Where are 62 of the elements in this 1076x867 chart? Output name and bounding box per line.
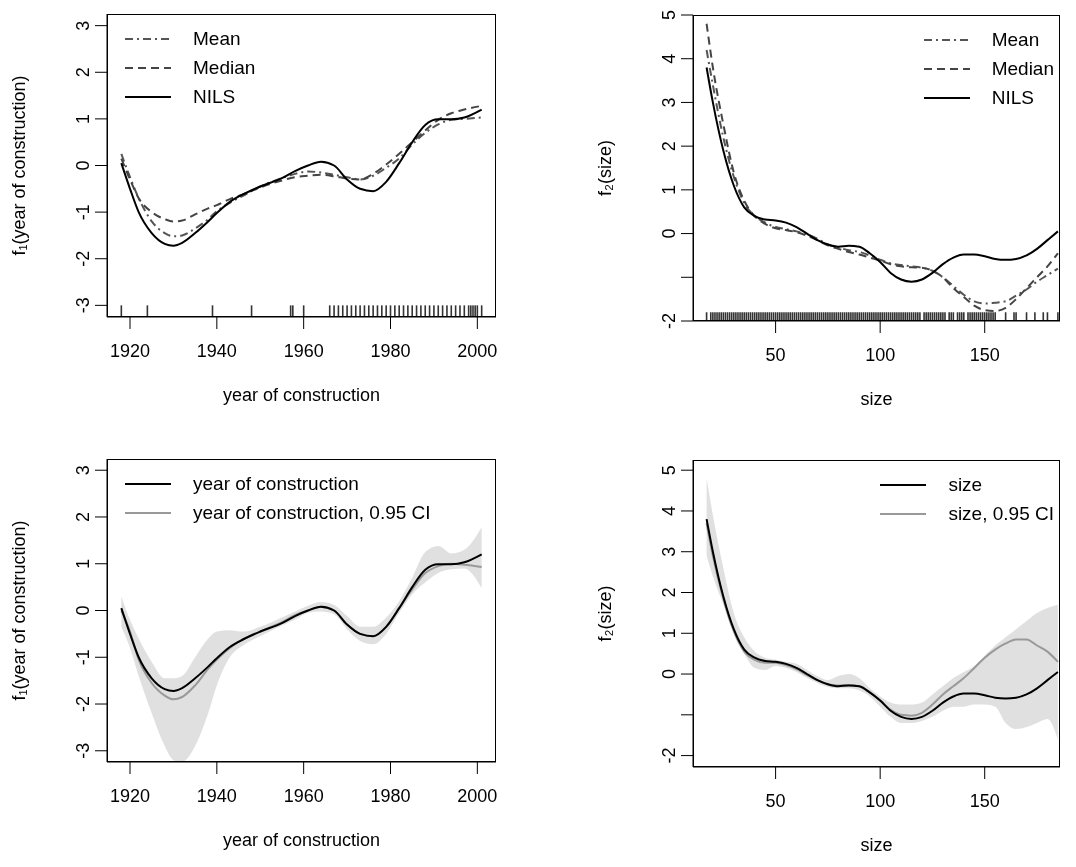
x-tick-label: 1980 <box>370 341 411 361</box>
x-tick-label: 1960 <box>283 786 324 806</box>
y-tick-label: 2 <box>659 141 679 152</box>
y-tick-label: -2 <box>73 696 93 713</box>
x-tick-label: 1920 <box>109 786 151 806</box>
x-axis-title: size <box>860 389 893 409</box>
y-axis-title: f₁(year of construction) <box>9 520 29 701</box>
x-tick-label: 1940 <box>196 341 237 361</box>
y-tick-label: -3 <box>73 297 93 314</box>
y-tick-label: 4 <box>659 53 679 64</box>
y-tick-label: 0 <box>659 669 679 680</box>
y-tick-label: 3 <box>659 546 679 557</box>
legend-label: Median <box>193 56 256 80</box>
y-tick-label: 0 <box>73 160 93 171</box>
y-tick-label: 3 <box>73 20 93 31</box>
y-tick-label: 2 <box>659 587 679 598</box>
x-tick-label: 2000 <box>457 341 498 361</box>
y-tick-label: -2 <box>73 250 93 267</box>
y-tick-label: 4 <box>659 505 679 516</box>
x-axis-title: year of construction <box>222 385 381 405</box>
x-tick-label: 2000 <box>457 786 498 806</box>
x-axis-title: size <box>860 835 893 855</box>
x-axis-title: year of construction <box>222 830 381 850</box>
x-tick-label: 1980 <box>370 786 411 806</box>
legend-label: size, 0.95 CI <box>948 502 1054 526</box>
x-tick-label: 150 <box>969 791 1000 811</box>
x-tick-label: 1960 <box>283 341 324 361</box>
y-tick-label: 3 <box>659 97 679 108</box>
x-tick-label: 50 <box>765 345 786 365</box>
y-tick-label: 0 <box>659 228 679 239</box>
y-tick-label: 2 <box>73 67 93 78</box>
y-tick-label: 0 <box>73 605 93 616</box>
y-tick-label: 2 <box>73 511 93 522</box>
y-tick-label: 1 <box>659 628 679 639</box>
legend-label: NILS <box>991 86 1034 110</box>
y-tick-label: 5 <box>659 465 679 476</box>
legend-label: Mean <box>991 28 1040 52</box>
legend-label: size <box>948 473 983 497</box>
y-tick-label: -2 <box>659 312 679 330</box>
legend-label: year of construction <box>193 472 359 496</box>
y-tick-label: -3 <box>73 742 93 759</box>
y-axis-title: f₁(year of construction) <box>9 75 29 256</box>
y-axis-title: f₂(size) <box>595 140 615 196</box>
legend-label: Median <box>991 57 1054 81</box>
x-tick-label: 100 <box>865 791 896 811</box>
x-tick-label: 100 <box>865 345 896 365</box>
y-tick-label: -1 <box>73 649 93 666</box>
legend-label: NILS <box>193 85 236 109</box>
y-tick-label: 1 <box>73 558 93 569</box>
y-tick-label: 1 <box>659 184 679 195</box>
x-tick-label: 1940 <box>196 786 237 806</box>
y-tick-label: 3 <box>73 465 93 476</box>
x-tick-label: 50 <box>765 791 786 811</box>
legend-label: Mean <box>193 27 241 51</box>
y-tick-label: -2 <box>659 747 679 764</box>
y-tick-label: 5 <box>659 9 679 21</box>
y-tick-label: -1 <box>73 204 93 221</box>
x-tick-label: 1920 <box>109 341 151 361</box>
legend-label: year of construction, 0.95 CI <box>193 501 431 525</box>
x-tick-label: 150 <box>969 345 1000 365</box>
y-tick-label: 1 <box>73 113 93 124</box>
y-axis-title: f₂(size) <box>595 585 615 642</box>
